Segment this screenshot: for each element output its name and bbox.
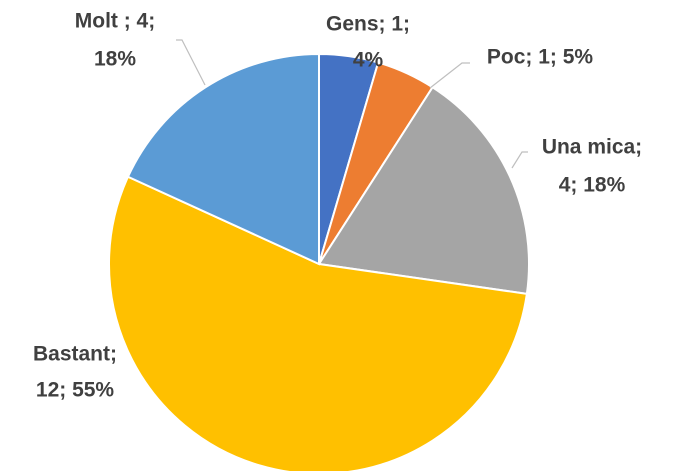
leader-line bbox=[511, 151, 528, 169]
data-label: Molt ; 4; bbox=[75, 10, 155, 33]
data-label: 18% bbox=[94, 48, 136, 71]
data-label: Una mica; bbox=[542, 136, 642, 159]
data-label: Bastant; bbox=[33, 343, 117, 366]
data-label: Poc; 1; 5% bbox=[487, 46, 594, 69]
pie-slice bbox=[108, 175, 528, 471]
data-label: Gens; 1; bbox=[326, 13, 410, 36]
slices bbox=[108, 52, 530, 471]
pie-slice bbox=[126, 52, 320, 266]
leader-line bbox=[429, 62, 470, 89]
data-label: 4; 18% bbox=[559, 174, 626, 197]
data-label: 12; 55% bbox=[36, 379, 115, 402]
labels: Gens; 1; 4% Poc; 1; 5% Una mica; 4; 18% Basta… bbox=[33, 10, 642, 402]
pie-slice bbox=[317, 85, 530, 296]
data-label: 4% bbox=[353, 49, 384, 72]
leader-line bbox=[176, 39, 206, 86]
